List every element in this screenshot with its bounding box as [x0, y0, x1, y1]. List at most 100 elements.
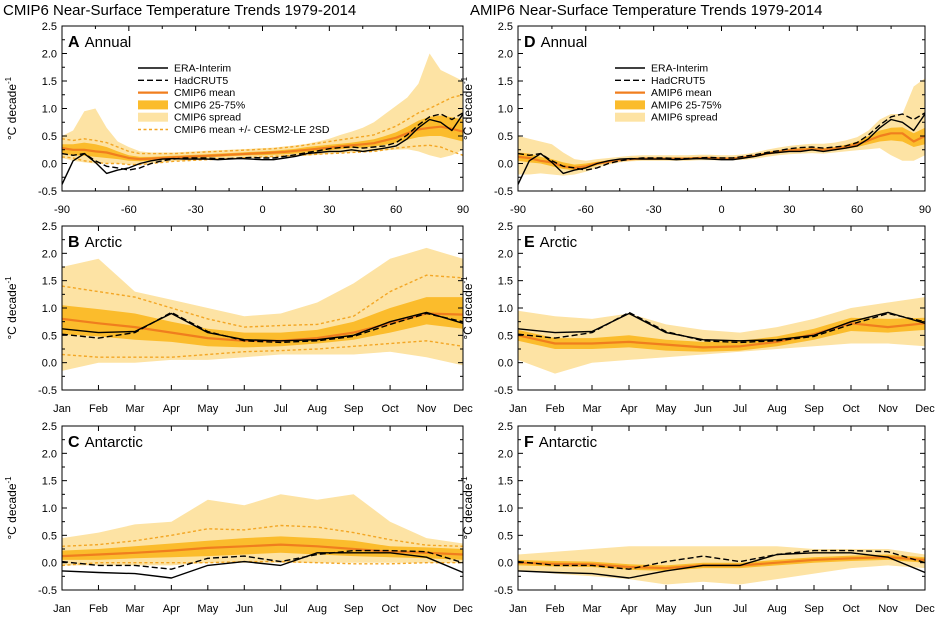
x-tick-label: -60 — [121, 204, 137, 216]
plot-area-B — [62, 247, 463, 371]
panel-label: A Annual — [68, 34, 131, 51]
x-tick-label: -90 — [54, 204, 70, 216]
legend-swatch — [138, 100, 168, 110]
panel-A: -0.5 0.0 0.5 1.0 1.5 2.0 2.5 -90 -60 -30 0 30 60 90 A A… — [4, 21, 469, 216]
legend-label: AMIP6 25-75% — [651, 99, 722, 111]
y-tick-label: 0.5 — [42, 330, 57, 342]
legend-label: CMIP6 25-75% — [174, 99, 245, 111]
y-tick-label: 1.0 — [42, 303, 57, 315]
x-tick-label: Jun — [694, 403, 712, 415]
y-tick-label: 1.0 — [42, 503, 57, 515]
y-tick-label: -0.5 — [38, 385, 57, 397]
x-tick-label: Sep — [344, 603, 364, 615]
hadcrut5-line — [518, 311, 925, 344]
x-tick-label: Nov — [417, 403, 437, 415]
legend-label: HadCRUT5 — [174, 75, 228, 87]
panel-letter: A — [68, 34, 80, 51]
panel-D: -0.50.00.51.01.52.02.5-90 -60 -30 0 30 60 90D A… — [460, 21, 931, 216]
legend-label: AMIP6 spread — [651, 112, 718, 124]
x-tick-label: May — [197, 403, 218, 415]
right-column-title: AMIP6 Near-Surface Temperature Trends 19… — [470, 2, 822, 19]
y-tick-label: 0.0 — [498, 358, 513, 370]
y-tick-label: 0.0 — [42, 159, 57, 171]
hadcrut5-line — [518, 112, 925, 171]
panel-title: Arctic — [85, 234, 123, 251]
era-interim-line — [518, 311, 925, 342]
x-tick-label: Nov — [878, 403, 898, 415]
x-tick-label: Jul — [733, 403, 747, 415]
x-tick-label: Sep — [804, 603, 824, 615]
x-tick-label: 90 — [457, 204, 469, 216]
panel-label: B Arctic — [68, 234, 123, 251]
left-column-title: CMIP6 Near-Surface Temperature Trends 19… — [3, 2, 356, 19]
y-tick-label: 2.5 — [42, 221, 57, 233]
x-tick-label: Aug — [767, 603, 787, 615]
legend-label: ERA-Interim — [174, 63, 231, 75]
x-tick-label: Jan — [53, 603, 71, 615]
y-tick-label: 2.0 — [498, 248, 513, 260]
y-tick-label: 0.0 — [42, 558, 57, 570]
spread-band — [518, 78, 925, 176]
hadcrut5-line — [518, 549, 925, 570]
x-tick-label: Jul — [733, 603, 747, 615]
y-axis-label: °C decade-1 — [460, 76, 475, 140]
x-tick-label: Aug — [307, 403, 327, 415]
x-tick-label: Apr — [163, 603, 180, 615]
plot-area-D — [518, 78, 925, 185]
x-tick-label: 0 — [718, 204, 724, 216]
x-tick-label: -30 — [646, 204, 662, 216]
x-tick-label: Feb — [89, 603, 108, 615]
panel-label: F Antarctic — [524, 434, 598, 451]
panel-B: -0.5 0.0 0.5 1.0 1.5 2.0 2.5 Jan Feb Mar Apr May Jun… — [4, 221, 473, 415]
y-tick-label: -0.5 — [494, 186, 513, 198]
y-axis-label-units: °C decade — [461, 283, 475, 339]
y-tick-label: 2.5 — [498, 421, 513, 433]
x-tick-label: Feb — [546, 603, 565, 615]
model-mean-line — [518, 322, 925, 349]
y-axis-label-exponent: -1 — [460, 476, 469, 484]
panel-letter: D — [524, 34, 536, 51]
x-tick-label: Jan — [509, 403, 527, 415]
y-tick-label: -0.5 — [38, 585, 57, 597]
legend-swatch — [615, 112, 645, 122]
plot-area-E — [518, 297, 925, 374]
y-axis-label-exponent: -1 — [4, 76, 13, 84]
y-tick-label: 0.0 — [498, 558, 513, 570]
sd-lower-line — [62, 560, 463, 567]
sd-lower-line — [62, 340, 463, 358]
sd-lower-line — [62, 144, 463, 166]
panel-letter: F — [524, 434, 534, 451]
era-interim-line — [518, 552, 925, 579]
plot-area-F — [518, 546, 925, 585]
y-tick-label: 0.5 — [498, 330, 513, 342]
x-tick-label: Dec — [453, 403, 473, 415]
y-tick-label: 2.5 — [498, 221, 513, 233]
model-mean-line — [62, 125, 463, 161]
x-tick-label: Sep — [344, 403, 364, 415]
panel-title: Annual — [541, 34, 588, 51]
x-tick-label: Sep — [804, 403, 824, 415]
y-tick-label: 2.0 — [42, 448, 57, 460]
y-tick-label: 2.0 — [42, 248, 57, 260]
y-axis-label-units: °C decade — [5, 84, 19, 140]
panel-label: C Antarctic — [68, 434, 143, 451]
iqr-band — [62, 297, 463, 348]
x-tick-label: 30 — [323, 204, 335, 216]
x-tick-label: Feb — [546, 403, 565, 415]
x-tick-label: 60 — [390, 204, 402, 216]
x-tick-label: Mar — [583, 403, 602, 415]
panel-letter: B — [68, 234, 80, 251]
hadcrut5-line — [62, 549, 463, 570]
plot-area-C — [62, 494, 463, 579]
y-axis-label-exponent: -1 — [4, 476, 13, 484]
era-interim-line — [518, 113, 925, 185]
x-tick-label: Dec — [453, 603, 473, 615]
x-tick-label: May — [656, 603, 677, 615]
y-axis-label-units: °C decade — [5, 483, 19, 539]
panel-letter: C — [68, 434, 80, 451]
y-axis-label-exponent: -1 — [4, 276, 13, 284]
panel-E: -0.5 0.0 0.5 1.0 1.5 2.0 2.5 Jan Feb Mar Apr May Jun… — [460, 221, 935, 415]
y-tick-label: 1.0 — [498, 303, 513, 315]
